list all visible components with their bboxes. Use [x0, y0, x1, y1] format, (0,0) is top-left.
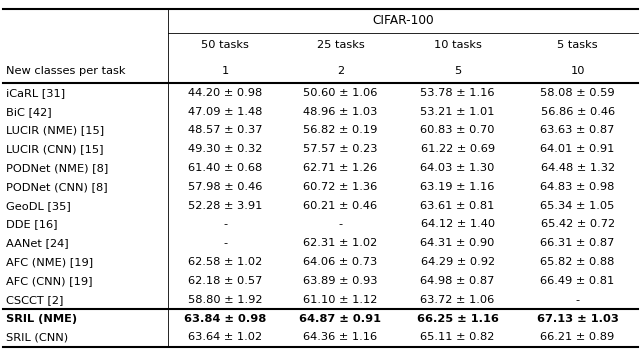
- Text: 65.34 ± 1.05: 65.34 ± 1.05: [540, 201, 615, 210]
- Text: 64.87 ± 0.91: 64.87 ± 0.91: [300, 314, 381, 323]
- Text: 1: 1: [221, 66, 229, 76]
- Text: 63.19 ± 1.16: 63.19 ± 1.16: [420, 182, 495, 192]
- Text: 63.63 ± 0.87: 63.63 ± 0.87: [540, 125, 615, 136]
- Text: 58.08 ± 0.59: 58.08 ± 0.59: [540, 88, 615, 98]
- Text: AANet [24]: AANet [24]: [6, 238, 68, 248]
- Text: 56.82 ± 0.19: 56.82 ± 0.19: [303, 125, 378, 136]
- Text: SRIL (CNN): SRIL (CNN): [6, 332, 68, 342]
- Text: 65.42 ± 0.72: 65.42 ± 0.72: [541, 220, 614, 230]
- Text: CIFAR-100: CIFAR-100: [372, 14, 434, 27]
- Text: LUCIR (CNN) [15]: LUCIR (CNN) [15]: [6, 144, 103, 154]
- Text: 57.57 ± 0.23: 57.57 ± 0.23: [303, 144, 378, 154]
- Text: 64.31 ± 0.90: 64.31 ± 0.90: [420, 238, 495, 248]
- Text: 63.64 ± 1.02: 63.64 ± 1.02: [188, 332, 262, 342]
- Text: 60.83 ± 0.70: 60.83 ± 0.70: [420, 125, 495, 136]
- Text: PODNet (NME) [8]: PODNet (NME) [8]: [6, 163, 108, 173]
- Text: 61.10 ± 1.12: 61.10 ± 1.12: [303, 295, 378, 305]
- Text: 50 tasks: 50 tasks: [202, 40, 249, 50]
- Text: LUCIR (NME) [15]: LUCIR (NME) [15]: [6, 125, 104, 136]
- Text: 66.21 ± 0.89: 66.21 ± 0.89: [540, 332, 615, 342]
- Text: 64.98 ± 0.87: 64.98 ± 0.87: [420, 276, 495, 286]
- Text: 5: 5: [454, 66, 461, 76]
- Text: 60.72 ± 1.36: 60.72 ± 1.36: [303, 182, 378, 192]
- Text: 48.57 ± 0.37: 48.57 ± 0.37: [188, 125, 262, 136]
- Text: AFC (CNN) [19]: AFC (CNN) [19]: [6, 276, 92, 286]
- Text: 10: 10: [570, 66, 585, 76]
- Text: 66.25 ± 1.16: 66.25 ± 1.16: [417, 314, 499, 323]
- Text: -: -: [223, 238, 227, 248]
- Text: 47.09 ± 1.48: 47.09 ± 1.48: [188, 107, 262, 117]
- Text: 64.03 ± 1.30: 64.03 ± 1.30: [420, 163, 495, 173]
- Text: 5 tasks: 5 tasks: [557, 40, 598, 50]
- Text: 10 tasks: 10 tasks: [434, 40, 481, 50]
- Text: 44.20 ± 0.98: 44.20 ± 0.98: [188, 88, 262, 98]
- Text: 62.58 ± 1.02: 62.58 ± 1.02: [188, 257, 262, 267]
- Text: 53.21 ± 1.01: 53.21 ± 1.01: [420, 107, 495, 117]
- Text: 67.13 ± 1.03: 67.13 ± 1.03: [537, 314, 618, 323]
- Text: 66.49 ± 0.81: 66.49 ± 0.81: [540, 276, 615, 286]
- Text: 64.36 ± 1.16: 64.36 ± 1.16: [303, 332, 378, 342]
- Text: 52.28 ± 3.91: 52.28 ± 3.91: [188, 201, 262, 210]
- Text: 57.98 ± 0.46: 57.98 ± 0.46: [188, 182, 262, 192]
- Text: 64.12 ± 1.40: 64.12 ± 1.40: [420, 220, 495, 230]
- Text: 48.96 ± 1.03: 48.96 ± 1.03: [303, 107, 378, 117]
- Text: 2: 2: [337, 66, 344, 76]
- Text: 62.18 ± 0.57: 62.18 ± 0.57: [188, 276, 262, 286]
- Text: BiC [42]: BiC [42]: [6, 107, 51, 117]
- Text: 56.86 ± 0.46: 56.86 ± 0.46: [541, 107, 614, 117]
- Text: 61.40 ± 0.68: 61.40 ± 0.68: [188, 163, 262, 173]
- Text: 62.71 ± 1.26: 62.71 ± 1.26: [303, 163, 378, 173]
- Text: New classes per task: New classes per task: [6, 66, 125, 76]
- Text: 50.60 ± 1.06: 50.60 ± 1.06: [303, 88, 378, 98]
- Text: 63.84 ± 0.98: 63.84 ± 0.98: [184, 314, 266, 323]
- Text: 63.89 ± 0.93: 63.89 ± 0.93: [303, 276, 378, 286]
- Text: SRIL (NME): SRIL (NME): [6, 314, 77, 323]
- Text: CSCCT [2]: CSCCT [2]: [6, 295, 63, 305]
- Text: 64.01 ± 0.91: 64.01 ± 0.91: [540, 144, 615, 154]
- Text: -: -: [575, 295, 580, 305]
- Text: -: -: [223, 220, 227, 230]
- Text: 64.29 ± 0.92: 64.29 ± 0.92: [420, 257, 495, 267]
- Text: 25 tasks: 25 tasks: [317, 40, 364, 50]
- Text: 64.48 ± 1.32: 64.48 ± 1.32: [541, 163, 614, 173]
- Text: 66.31 ± 0.87: 66.31 ± 0.87: [540, 238, 615, 248]
- Text: 62.31 ± 1.02: 62.31 ± 1.02: [303, 238, 378, 248]
- Text: PODNet (CNN) [8]: PODNet (CNN) [8]: [6, 182, 108, 192]
- Text: 65.11 ± 0.82: 65.11 ± 0.82: [420, 332, 495, 342]
- Text: 58.80 ± 1.92: 58.80 ± 1.92: [188, 295, 262, 305]
- Text: 53.78 ± 1.16: 53.78 ± 1.16: [420, 88, 495, 98]
- Text: iCaRL [31]: iCaRL [31]: [6, 88, 65, 98]
- Text: 63.61 ± 0.81: 63.61 ± 0.81: [420, 201, 495, 210]
- Text: 64.83 ± 0.98: 64.83 ± 0.98: [540, 182, 615, 192]
- Text: 64.06 ± 0.73: 64.06 ± 0.73: [303, 257, 378, 267]
- Text: 49.30 ± 0.32: 49.30 ± 0.32: [188, 144, 262, 154]
- Text: AFC (NME) [19]: AFC (NME) [19]: [6, 257, 93, 267]
- Text: 65.82 ± 0.88: 65.82 ± 0.88: [540, 257, 615, 267]
- Text: 61.22 ± 0.69: 61.22 ± 0.69: [420, 144, 495, 154]
- Text: 63.72 ± 1.06: 63.72 ± 1.06: [420, 295, 495, 305]
- Text: GeoDL [35]: GeoDL [35]: [6, 201, 70, 210]
- Text: DDE [16]: DDE [16]: [6, 220, 57, 230]
- Text: -: -: [339, 220, 342, 230]
- Text: 60.21 ± 0.46: 60.21 ± 0.46: [303, 201, 378, 210]
